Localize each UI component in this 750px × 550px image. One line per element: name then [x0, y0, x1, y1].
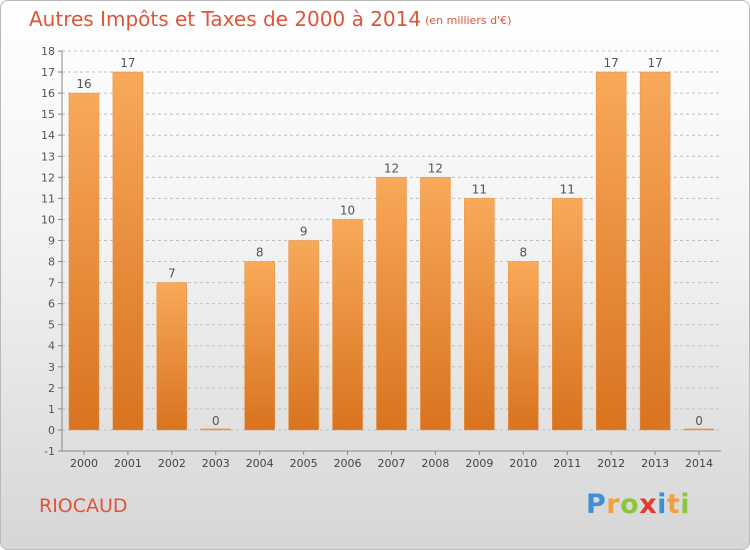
bar-2008 [420, 177, 451, 431]
y-tick-label: 2 [48, 382, 55, 395]
x-tick-label: 2013 [641, 457, 669, 470]
bar-2014 [683, 428, 715, 431]
data-label: 17 [120, 56, 135, 70]
y-tick-label: 12 [41, 171, 55, 184]
bar-2000 [68, 92, 100, 431]
bar-2003 [200, 428, 232, 431]
x-tick-label: 2001 [114, 457, 142, 470]
y-tick-label: 15 [41, 108, 55, 121]
x-tick-label: 2003 [202, 457, 230, 470]
data-label: 12 [384, 161, 399, 175]
data-label: 17 [604, 56, 619, 70]
x-tick-label: 2011 [553, 457, 581, 470]
y-tick-label: 7 [48, 277, 55, 290]
bar-2010 [508, 261, 539, 431]
bar-2013 [639, 71, 671, 431]
x-tick-label: 2007 [378, 457, 406, 470]
y-tick-label: 0 [48, 424, 55, 437]
data-label: 10 [340, 203, 355, 217]
data-label: 9 [300, 224, 308, 238]
data-label: 11 [560, 182, 575, 196]
x-tick-label: 2012 [597, 457, 625, 470]
data-label: 0 [695, 414, 703, 428]
y-tick-label: 8 [48, 256, 55, 269]
y-tick-label: 1 [48, 403, 55, 416]
bar-2002 [156, 282, 188, 431]
y-tick-label: 5 [48, 319, 55, 332]
data-label: 8 [519, 246, 527, 260]
data-label: 12 [428, 161, 443, 175]
data-label: 11 [472, 182, 487, 196]
y-tick-label: 13 [41, 150, 55, 163]
x-tick-label: 2002 [158, 457, 186, 470]
x-tick-label: 2014 [685, 457, 713, 470]
x-tick-label: 2010 [509, 457, 537, 470]
bar-2009 [464, 198, 495, 431]
bar-2007 [376, 177, 407, 431]
x-tick-label: 2009 [465, 457, 493, 470]
y-tick-label: 9 [48, 234, 55, 247]
bar-2012 [595, 71, 627, 431]
chart-title: Autres Impôts et Taxes de 2000 à 2014 (en… [29, 7, 511, 31]
town-name: RIOCAUD [39, 495, 128, 517]
y-tick-label: 3 [48, 361, 55, 374]
data-label: 0 [212, 414, 220, 428]
y-tick-label: 14 [41, 129, 55, 142]
y-tick-label: 16 [41, 87, 55, 100]
y-tick-label: 11 [41, 192, 55, 205]
data-label: 8 [256, 246, 264, 260]
x-tick-label: 2005 [290, 457, 318, 470]
data-label: 17 [647, 56, 662, 70]
y-tick-label: 17 [41, 66, 55, 79]
bar-2004 [244, 261, 275, 431]
y-tick-label: -1 [44, 445, 55, 458]
y-tick-label: 18 [41, 45, 55, 58]
y-tick-label: 4 [48, 340, 55, 353]
proxiti-logo: Proxiti [586, 489, 691, 520]
bar-2011 [551, 198, 583, 431]
data-label: 16 [76, 77, 91, 91]
x-tick-label: 2004 [246, 457, 274, 470]
y-tick-label: 10 [41, 213, 55, 226]
bar-2006 [332, 219, 363, 431]
data-label: 7 [168, 267, 176, 281]
bar-2001 [112, 71, 144, 431]
chart-title-text: Autres Impôts et Taxes de 2000 à 2014 [29, 7, 422, 31]
x-tick-label: 2006 [334, 457, 362, 470]
x-tick-label: 2008 [421, 457, 449, 470]
y-tick-label: 6 [48, 298, 55, 311]
bar-2005 [288, 240, 319, 431]
chart-unit: (en milliers d'€) [425, 14, 512, 27]
x-tick-label: 2000 [70, 457, 98, 470]
